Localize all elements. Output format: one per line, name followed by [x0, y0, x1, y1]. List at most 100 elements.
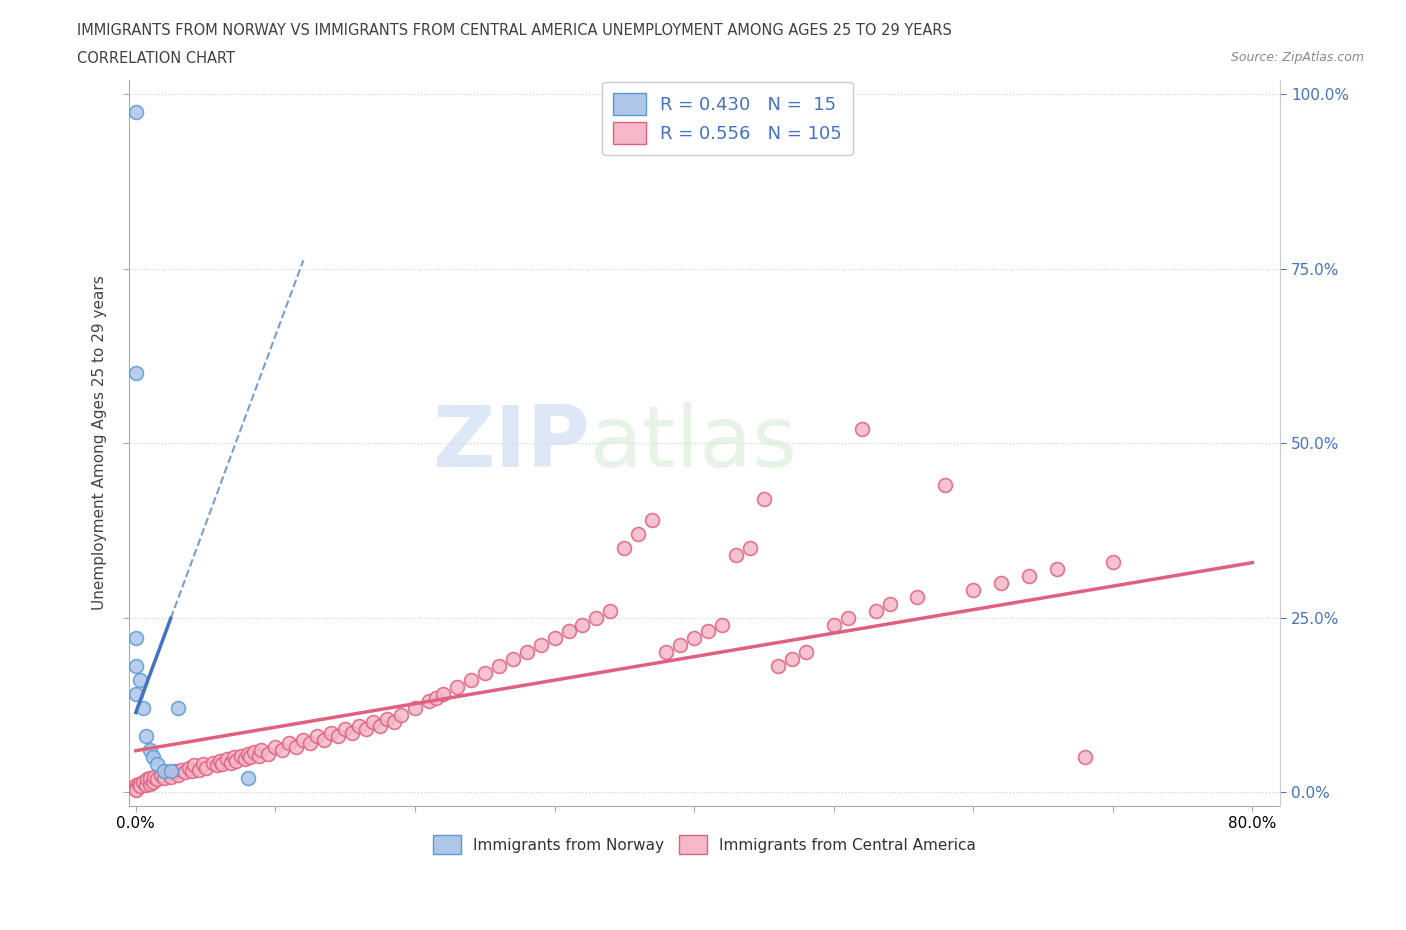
Point	[474, 666, 496, 681]
Point	[194, 760, 217, 775]
Point	[233, 751, 256, 766]
Point	[125, 365, 148, 380]
Point	[169, 763, 191, 777]
Point	[347, 718, 370, 733]
Point	[208, 753, 231, 768]
Point	[132, 701, 155, 716]
Point	[146, 772, 169, 787]
Point	[250, 743, 273, 758]
Point	[292, 732, 315, 747]
Point	[152, 764, 174, 778]
Point	[159, 769, 181, 784]
Point	[229, 749, 252, 764]
Point	[125, 631, 148, 646]
Point	[125, 659, 148, 674]
Point	[125, 782, 148, 797]
Text: IMMIGRANTS FROM NORWAY VS IMMIGRANTS FROM CENTRAL AMERICA UNEMPLOYMENT AMONG AGE: IMMIGRANTS FROM NORWAY VS IMMIGRANTS FRO…	[77, 23, 952, 38]
Point	[446, 680, 468, 695]
Point	[368, 718, 391, 733]
Point	[543, 631, 565, 646]
Point	[307, 729, 329, 744]
Point	[149, 767, 172, 782]
Point	[425, 690, 447, 705]
Point	[125, 104, 148, 119]
Point	[264, 739, 287, 754]
Point	[236, 746, 259, 761]
Point	[766, 659, 789, 674]
Point	[907, 589, 929, 604]
Point	[780, 652, 803, 667]
Point	[418, 694, 440, 709]
Point	[340, 725, 363, 740]
Point	[183, 758, 205, 773]
Point	[1102, 554, 1125, 569]
Point	[187, 763, 209, 777]
Point	[328, 729, 350, 744]
Point	[697, 624, 720, 639]
Point	[135, 729, 157, 744]
Point	[146, 757, 169, 772]
Point	[177, 760, 200, 775]
Point	[669, 638, 692, 653]
Point	[321, 725, 343, 740]
Point	[752, 491, 775, 506]
Point	[247, 749, 270, 764]
Point	[389, 708, 412, 723]
Point	[128, 777, 150, 791]
Point	[1074, 750, 1097, 764]
Text: ZIP: ZIP	[432, 402, 589, 485]
Point	[135, 777, 157, 792]
Point	[243, 744, 266, 759]
Point	[285, 739, 308, 754]
Point	[155, 765, 177, 780]
Point	[152, 771, 174, 786]
Point	[278, 736, 301, 751]
Point	[962, 582, 984, 597]
Point	[851, 421, 873, 436]
Point	[201, 755, 224, 770]
Point	[724, 547, 747, 562]
Point	[125, 781, 148, 796]
Point	[934, 477, 956, 492]
Point	[335, 722, 357, 737]
Point	[239, 750, 262, 764]
Point	[1046, 561, 1069, 576]
Point	[837, 610, 859, 625]
Point	[191, 757, 214, 772]
Point	[627, 526, 650, 541]
Point	[655, 645, 678, 660]
Point	[136, 772, 159, 787]
Point	[432, 687, 454, 702]
Y-axis label: Unemployment Among Ages 25 to 29 years: Unemployment Among Ages 25 to 29 years	[93, 275, 107, 610]
Point	[205, 758, 228, 773]
Point	[571, 618, 593, 632]
Point	[990, 575, 1012, 590]
Point	[404, 701, 426, 716]
Text: Source: ZipAtlas.com: Source: ZipAtlas.com	[1230, 51, 1364, 64]
Text: CORRELATION CHART: CORRELATION CHART	[77, 51, 235, 66]
Point	[375, 711, 398, 726]
Point	[516, 645, 538, 660]
Point	[142, 750, 165, 764]
Point	[166, 701, 188, 716]
Point	[557, 624, 579, 639]
Point	[823, 618, 845, 632]
Point	[132, 774, 155, 789]
Point	[139, 777, 162, 791]
Point	[139, 771, 162, 786]
Point	[173, 765, 195, 780]
Point	[143, 769, 166, 784]
Point	[159, 764, 181, 778]
Point	[502, 652, 524, 667]
Point	[129, 673, 152, 688]
Point	[139, 743, 162, 758]
Point	[794, 645, 817, 660]
Point	[166, 767, 188, 782]
Point	[129, 779, 152, 794]
Point	[163, 764, 186, 778]
Point	[1018, 568, 1040, 583]
Point	[599, 603, 621, 618]
Point	[460, 673, 482, 688]
Point	[219, 755, 242, 770]
Point	[222, 750, 245, 764]
